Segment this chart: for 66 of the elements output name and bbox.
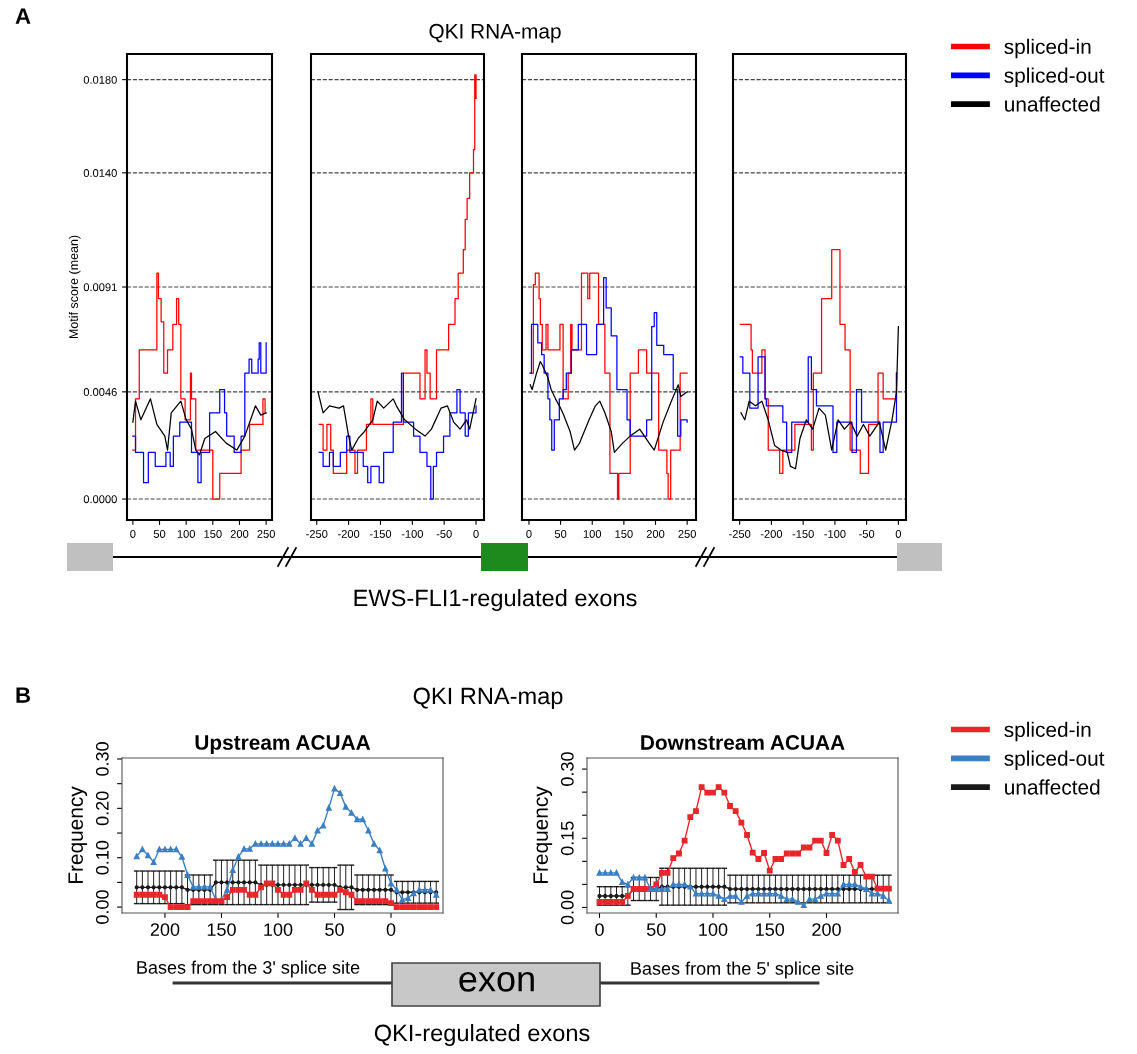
- x-tick-label: 200: [230, 530, 249, 538]
- text: A: [15, 8, 31, 24]
- x-tick-label: 100: [264, 923, 293, 936]
- x-tick-label: 150: [756, 923, 785, 936]
- x-tick-label: 50: [646, 923, 666, 936]
- chart-title: Downstream ACUAA: [641, 735, 845, 750]
- x-tick-label: -150: [792, 530, 814, 538]
- y-tick-label: 0.30: [95, 742, 109, 776]
- text: B: [16, 687, 31, 703]
- x-tick-label: 100: [699, 923, 728, 936]
- y-tick-label: 0.30: [560, 752, 574, 786]
- y-tick-label: 0.0000: [83, 495, 117, 504]
- x-tick-label: 0: [895, 530, 902, 538]
- x-tick-label: 50: [153, 530, 166, 538]
- y-tick-label: 0.0140: [83, 169, 117, 177]
- text: QKI RNA-map: [413, 687, 563, 709]
- y-tick-label: 0.0046: [83, 388, 117, 396]
- text: QKI-regulated exons: [374, 1023, 590, 1047]
- legend-label: spliced-in: [1004, 38, 1091, 59]
- x-tick-label: 150: [615, 530, 633, 538]
- y-tick-label: 0.00: [560, 890, 574, 925]
- x-tick-label: -150: [369, 530, 392, 538]
- legend-label: unaffected: [1005, 96, 1100, 112]
- x-tick-label: -250: [306, 530, 328, 538]
- x-tick-label: -50: [859, 530, 875, 538]
- y-axis-title: Frequency: [533, 786, 553, 883]
- x-tick-label: 0: [526, 530, 532, 538]
- x-tick-label: 0: [130, 530, 136, 538]
- x-tick-label: -100: [824, 530, 846, 538]
- text: Bases from the 3' splice site: [137, 960, 360, 978]
- y-tick-label: 0.15: [560, 821, 574, 856]
- chart-title: Upstream ACUAA: [195, 735, 371, 754]
- x-tick-label: 100: [177, 530, 196, 538]
- y-tick-label: 0.00: [95, 890, 109, 924]
- x-tick-label: 200: [150, 923, 180, 936]
- text: EWS-FLI1-regulated exons: [354, 588, 637, 611]
- x-tick-label: 150: [204, 530, 222, 538]
- y-tick-label: 0.20: [95, 791, 109, 826]
- text: QKI RNA-map: [429, 23, 561, 43]
- x-tick-label: 150: [207, 923, 236, 936]
- x-tick-label: -50: [436, 530, 452, 538]
- x-tick-label: -250: [729, 530, 751, 538]
- x-tick-label: 200: [646, 530, 665, 538]
- x-tick-label: 0: [386, 923, 396, 936]
- legend-label: spliced-out: [1004, 67, 1105, 87]
- x-tick-label: -200: [337, 530, 360, 538]
- y-axis-title: Motif score (mean): [68, 235, 81, 339]
- x-tick-label: -100: [401, 530, 423, 538]
- legend-label: spliced-in: [1004, 721, 1091, 742]
- x-tick-label: 250: [257, 530, 275, 538]
- text: Bases from the 5' splice site: [631, 961, 854, 979]
- y-axis-title: Frequency: [68, 786, 88, 883]
- x-tick-label: 0: [595, 923, 604, 936]
- x-tick-label: 200: [812, 923, 841, 936]
- x-tick-label: 250: [678, 530, 696, 538]
- x-tick-label: -200: [760, 530, 783, 538]
- x-tick-label: 50: [325, 923, 344, 936]
- x-tick-label: 0: [473, 530, 479, 538]
- legend-label: spliced-out: [1004, 750, 1105, 770]
- x-tick-label: 50: [554, 530, 567, 538]
- text: exon: [459, 971, 534, 992]
- y-tick-label: 0.10: [95, 840, 109, 875]
- y-tick-label: 0.0180: [83, 75, 117, 84]
- y-tick-label: 0.0091: [83, 283, 117, 292]
- x-tick-label: 100: [583, 530, 602, 538]
- legend-label: unaffected: [1005, 779, 1100, 795]
